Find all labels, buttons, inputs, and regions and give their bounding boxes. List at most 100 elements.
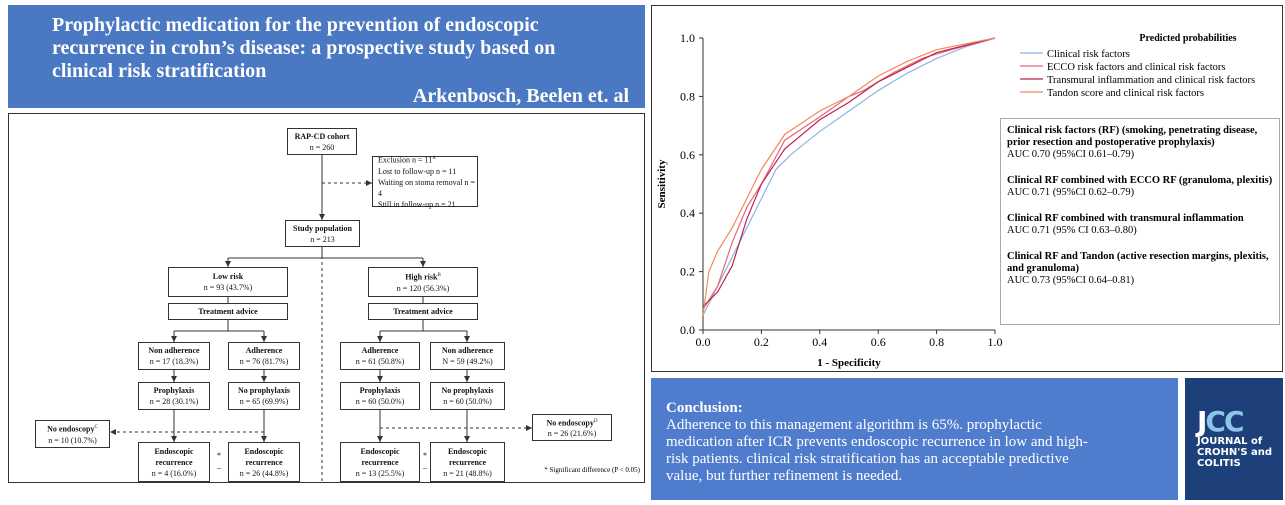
legend-label: Transmural inflammation and clinical ris… xyxy=(1047,75,1255,86)
flow-node: No prophylaxis n = 65 (69.9%) xyxy=(228,382,300,410)
node-line: n = 60 (50.0%) xyxy=(443,396,492,407)
flow-node: Non adherence N = 59 (49.2%) xyxy=(430,342,505,370)
node-text: Treatment advice xyxy=(393,307,453,316)
auc-heading: Clinical RF combined with transmural inf… xyxy=(1007,213,1244,224)
logo-line: COLITIS xyxy=(1197,458,1241,469)
node-text: recurrence xyxy=(361,457,399,467)
authors: Arkenbosch, Beelen et. al xyxy=(412,85,629,107)
conclusion-line: medication after ICR prevents endoscopic… xyxy=(666,434,1088,450)
auc-value: AUC 0.73 (95%CI 0.64–0.81) xyxy=(1007,275,1135,286)
node-text: Non adherence xyxy=(148,346,200,355)
x-tick-label: 0.4 xyxy=(812,335,827,349)
node-text: Study population xyxy=(293,223,352,233)
node-text: High risk xyxy=(405,272,438,282)
flow-node: Treatment advice xyxy=(168,303,288,320)
node-line: Endoscopic xyxy=(154,446,193,457)
node-sup: B xyxy=(437,273,441,279)
legend-label: Tandon score and clinical risk factors xyxy=(1047,88,1204,99)
node-sup: C xyxy=(94,425,98,431)
y-tick-label: 0.6 xyxy=(680,148,695,162)
node-text: n = 93 (43.7%) xyxy=(203,283,253,292)
node-line: No prophylaxis xyxy=(441,385,493,396)
node-text: n = 260 xyxy=(309,142,335,152)
node-line: Non adherence xyxy=(442,345,493,356)
node-line: n = 60 (50.0%) xyxy=(356,396,405,407)
conclusion-line: Adherence to this management algorithm i… xyxy=(666,417,1042,433)
node-text: recurrence xyxy=(155,457,193,467)
node-line: High riskB xyxy=(405,270,441,283)
node-text: Adherence xyxy=(245,346,283,355)
y-tick-label: 1.0 xyxy=(680,31,695,45)
legend-title: Predicted probabilities xyxy=(1139,33,1236,44)
logo-letter: J xyxy=(1197,405,1208,438)
node-text: n = 13 (25.5%) xyxy=(355,468,405,478)
node-line: Prophylaxis xyxy=(360,385,401,396)
node-line: n = 26 (44.8%) xyxy=(240,468,289,479)
node-line: n = 17 (18.3%) xyxy=(150,356,199,367)
node-line: n = 26 (21.6%) xyxy=(548,428,597,439)
node-text: No prophylaxis xyxy=(237,386,291,395)
flow-node: Endoscopic recurrence n = 13 (25.5%) xyxy=(340,442,420,482)
flow-node: Treatment advice xyxy=(368,303,478,320)
node-line: Lost to follow-up n = 11 xyxy=(378,166,456,177)
node-text: No endoscopy xyxy=(47,424,95,434)
auc-notes: Clinical risk factors (RF) (smoking, pen… xyxy=(1000,118,1280,325)
node-line: n = 65 (69.9%) xyxy=(240,396,289,407)
title-line: clinical risk stratification xyxy=(52,60,267,82)
node-text: n = 10 (10.7%) xyxy=(48,435,97,445)
node-line: N = 59 (49.2%) xyxy=(442,356,492,367)
y-tick-label: 0.0 xyxy=(680,323,695,337)
legend-label: Clinical risk factors xyxy=(1047,49,1130,60)
node-line: No prophylaxis xyxy=(238,385,290,396)
node-text: Prophylaxis xyxy=(153,386,195,395)
node-line: No endoscopyC xyxy=(47,422,98,435)
node-line: Adherence xyxy=(246,345,283,356)
node-line: Waiting on stoma removal n = 4 xyxy=(378,177,477,199)
node-line: n = 28 (30.1%) xyxy=(150,396,199,407)
node-text: Endoscopic xyxy=(360,446,400,456)
journal-logo: JCC JOURNAL of CROHN'S and COLITIS xyxy=(1185,378,1283,500)
node-line: Adherence xyxy=(362,345,399,356)
conclusion-line: value, but further refinement is needed. xyxy=(666,468,903,484)
flow-node: No prophylaxis n = 60 (50.0%) xyxy=(430,382,505,410)
conclusion-heading: Conclusion: xyxy=(666,400,743,416)
flow-node: Low risk n = 93 (43.7%) xyxy=(168,267,288,297)
node-text: Endoscopic xyxy=(154,446,194,456)
flow-node: RAP-CD cohort n = 260 xyxy=(287,128,357,155)
title-line: recurrence in crohn’s disease: a prospec… xyxy=(52,37,556,59)
node-line: Low risk xyxy=(213,271,243,282)
auc-block: Clinical risk factors (RF) (smoking, pen… xyxy=(1007,125,1273,161)
node-text: Lost to follow-up n = 11 xyxy=(378,166,457,176)
node-text: recurrence xyxy=(448,457,486,467)
y-tick-label: 0.4 xyxy=(680,206,695,220)
flow-node: Prophylaxis n = 60 (50.0%) xyxy=(340,382,420,410)
node-text: No prophylaxis xyxy=(441,386,494,395)
node-line: Exclusion n = 11A xyxy=(378,153,436,166)
flow-node: High riskB n = 120 (56.3%) xyxy=(368,267,478,297)
auc-heading: Clinical RF combined with ECCO RF (granu… xyxy=(1007,175,1273,186)
flow-node: No endoscopyC n = 10 (10.7%) xyxy=(35,420,110,448)
node-text: n = 60 (50.0%) xyxy=(443,397,492,406)
node-sup: D xyxy=(593,418,598,424)
footnote: * Significant difference (P < 0.05) xyxy=(544,466,640,474)
flow-node: Endoscopic recurrence n = 21 (48.8%) xyxy=(430,442,505,482)
flow-node: Exclusion n = 11A Lost to follow-up n = 1… xyxy=(372,153,478,209)
node-text: Low risk xyxy=(212,272,244,281)
node-text: n = 76 (81.7%) xyxy=(239,357,289,366)
flow-node: Endoscopic recurrence n = 26 (44.8%) xyxy=(228,442,300,482)
significance-mark: – xyxy=(422,463,428,472)
auc-heading: Clinical RF and Tandon (active resection… xyxy=(1007,251,1269,274)
node-text: n = 213 xyxy=(310,234,335,244)
flow-node: Adherence n = 61 (50.8%) xyxy=(340,342,420,370)
node-text: RAP-CD cohort xyxy=(294,131,350,141)
node-line: n = 13 (25.5%) xyxy=(356,468,405,479)
node-line: recurrence xyxy=(155,457,192,468)
node-text: Exclusion n = 11 xyxy=(378,155,433,165)
auc-block: Clinical RF combined with ECCO RF (granu… xyxy=(1007,175,1273,199)
node-text: Still in follow-up n = 21 xyxy=(378,199,456,209)
auc-value: AUC 0.71 (95%CI 0.62–0.79) xyxy=(1007,187,1135,198)
logo-line: JOURNAL of xyxy=(1197,436,1263,447)
conclusion-line: risk patients. clinical risk stratificat… xyxy=(666,451,1069,467)
node-line: n = 10 (10.7%) xyxy=(48,435,97,446)
x-tick-label: 0.6 xyxy=(871,335,886,349)
